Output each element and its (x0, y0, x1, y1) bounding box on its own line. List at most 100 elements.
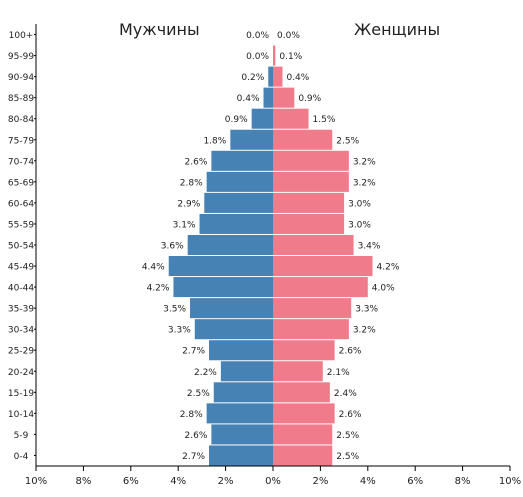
bar-men-30-34 (194, 319, 273, 340)
age-group-label: 70-74 (8, 157, 34, 167)
men-value-label: 0.0% (246, 52, 269, 62)
men-value-label: 2.6% (185, 157, 208, 167)
bar-women-45-49 (273, 256, 373, 277)
women-value-label: 3.0% (348, 220, 371, 230)
men-value-label: 2.7% (182, 452, 205, 462)
women-value-label: 3.2% (353, 178, 376, 188)
bar-men-15-19 (213, 382, 273, 403)
men-value-label: 3.3% (168, 326, 191, 336)
men-value-label: 0.9% (225, 115, 248, 125)
bar-men-25-29 (209, 340, 273, 361)
age-group-label: 0-4 (14, 452, 29, 462)
x-tick-label: 4% (360, 476, 376, 487)
men-value-label: 2.6% (185, 431, 208, 441)
men-value-label: 0.0% (246, 31, 269, 41)
age-group-label: 85-89 (8, 94, 34, 104)
x-tick-label: 6% (407, 476, 423, 487)
labels-layer: 0-4 2.7% 2.5% 5-9 2.6% 2.5% 10-14 2.8% 2.6% 15-19… (8, 31, 400, 462)
bar-women-50-54 (273, 234, 354, 256)
age-group-label: 45-49 (8, 263, 34, 273)
women-value-label: 0.9% (298, 94, 321, 104)
x-tick-label: 8% (75, 476, 91, 487)
bar-women-65-69 (273, 171, 349, 192)
women-value-label: 3.2% (353, 326, 376, 336)
bar-men-0-4 (209, 445, 273, 466)
bar-women-70-74 (273, 150, 349, 171)
x-tick-label: 10% (25, 476, 47, 487)
bar-men-90-94 (268, 66, 273, 87)
men-value-label: 2.7% (182, 347, 205, 357)
age-group-label: 95-99 (8, 52, 34, 62)
men-value-label: 4.2% (147, 284, 170, 294)
bar-women-35-39 (273, 298, 352, 319)
women-value-label: 1.5% (313, 115, 336, 125)
age-group-label: 65-69 (8, 178, 34, 188)
bar-men-20-24 (220, 361, 273, 382)
women-value-label: 4.2% (377, 263, 400, 273)
women-value-label: 2.4% (334, 389, 357, 399)
bars-layer (168, 45, 373, 466)
bar-men-85-89 (263, 87, 273, 108)
x-tick-label: 4% (170, 476, 186, 487)
bar-men-45-49 (168, 256, 273, 277)
women-value-label: 3.0% (348, 199, 371, 209)
age-group-label: 75-79 (8, 136, 34, 146)
bar-men-75-79 (230, 129, 273, 150)
bar-women-0-4 (273, 445, 333, 466)
bar-men-65-69 (206, 171, 273, 192)
women-value-label: 4.0% (372, 284, 395, 294)
bar-men-80-84 (251, 108, 273, 129)
bar-women-90-94 (273, 66, 283, 87)
men-value-label: 1.8% (203, 136, 226, 146)
age-group-label: 90-94 (8, 73, 34, 83)
men-value-label: 2.5% (187, 389, 210, 399)
men-value-label: 3.6% (161, 242, 184, 252)
age-group-label: 80-84 (8, 115, 34, 125)
x-tick-label: 0% (265, 476, 281, 487)
women-value-label: 3.2% (353, 157, 376, 167)
x-tick-label: 10% (499, 476, 521, 487)
age-group-label: 40-44 (8, 284, 34, 294)
axes-layer: 10% 8% 6% 4% 2% 0% 2% 4% 6% 8% 10% (25, 24, 521, 487)
bar-women-10-14 (273, 403, 335, 424)
age-group-label: 30-34 (8, 326, 34, 336)
women-value-label: 0.4% (286, 73, 309, 83)
men-value-label: 0.4% (237, 94, 260, 104)
women-value-label: 2.6% (339, 347, 362, 357)
bar-women-25-29 (273, 340, 335, 361)
men-value-label: 2.9% (177, 199, 200, 209)
women-value-label: 0.0% (277, 31, 300, 41)
bar-women-80-84 (273, 108, 309, 129)
age-group-label: 35-39 (8, 305, 34, 315)
legend-men-label: Мужчины (119, 20, 200, 39)
bar-women-40-44 (273, 277, 368, 298)
bar-men-35-39 (190, 298, 273, 319)
women-value-label: 3.4% (358, 242, 381, 252)
age-group-label: 15-19 (8, 389, 34, 399)
age-group-label: 10-14 (8, 410, 34, 420)
women-value-label: 2.5% (336, 431, 359, 441)
bar-women-30-34 (273, 319, 349, 340)
x-tick-label: 6% (123, 476, 139, 487)
women-value-label: 2.6% (339, 410, 362, 420)
bar-women-55-59 (273, 213, 345, 234)
men-value-label: 3.5% (163, 305, 186, 315)
age-group-label: 20-24 (8, 368, 34, 378)
bar-men-50-54 (187, 234, 273, 256)
age-group-label: 50-54 (8, 242, 34, 252)
men-value-label: 3.1% (173, 220, 196, 230)
age-group-label: 25-29 (8, 347, 34, 357)
bar-women-60-64 (273, 192, 345, 213)
women-value-label: 0.1% (279, 52, 302, 62)
bar-men-55-59 (199, 213, 273, 234)
men-value-label: 0.2% (241, 73, 264, 83)
women-value-label: 2.5% (336, 452, 359, 462)
x-tick-label: 2% (218, 476, 234, 487)
men-value-label: 4.4% (142, 263, 165, 273)
age-group-label: 60-64 (8, 199, 34, 209)
age-group-label: 55-59 (8, 220, 34, 230)
age-group-label: 100+ (9, 31, 34, 41)
bar-men-70-74 (211, 150, 273, 171)
bar-men-5-9 (211, 424, 273, 445)
